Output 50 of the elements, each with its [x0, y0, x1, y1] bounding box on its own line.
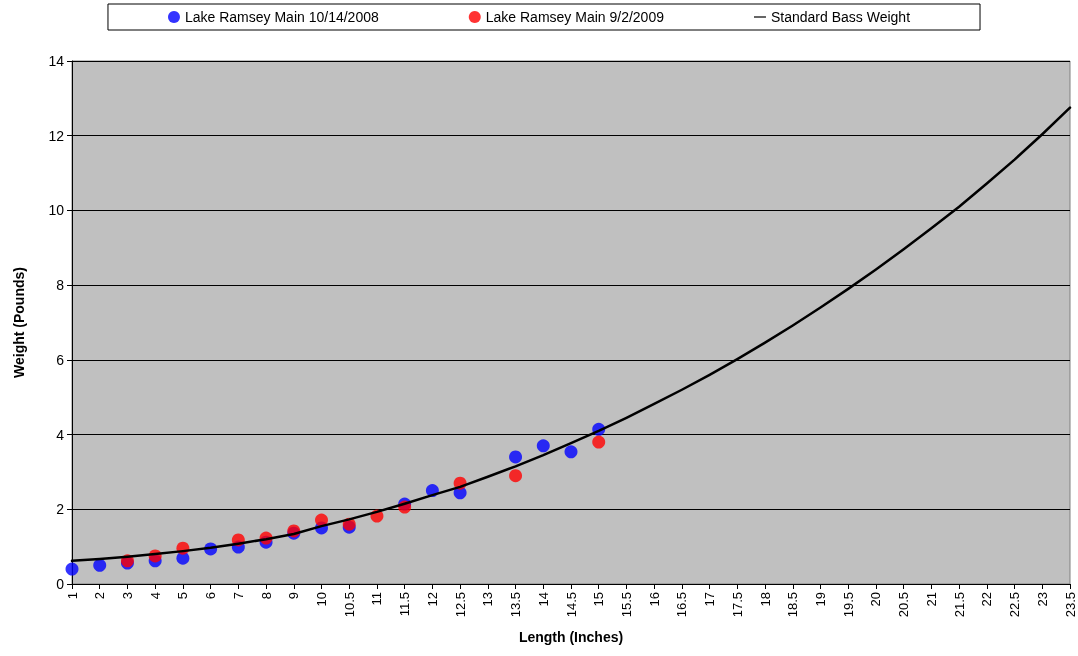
- x-tick-label: 19.5: [840, 592, 856, 618]
- x-tick-label: 10.5: [341, 592, 357, 618]
- x-tick-label: 11.5: [397, 592, 413, 617]
- x-tick-label: 12: [424, 592, 440, 607]
- x-tick-label: 12.5: [452, 592, 468, 618]
- x-tick-label: 17: [702, 592, 718, 607]
- x-tick-label: 20: [868, 592, 884, 607]
- x-tick-label: 13: [480, 592, 496, 607]
- y-tick-label: 10: [48, 202, 65, 219]
- x-tick-label: 6: [203, 592, 219, 600]
- x-tick-label: 23: [1034, 592, 1050, 607]
- x-tick-label: 16: [646, 592, 662, 607]
- legend-label: Standard Bass Weight: [770, 9, 911, 25]
- x-tick-label: 9: [286, 592, 302, 600]
- x-tick-label: 14: [535, 592, 551, 607]
- y-tick-label: 14: [48, 53, 65, 69]
- x-tick-label: 17.5: [729, 592, 745, 618]
- x-tick-label: 23.5: [1062, 592, 1078, 618]
- x-tick-label: 14.5: [563, 592, 579, 618]
- x-tick-label: 18: [757, 592, 773, 607]
- x-tick-label: 21.5: [951, 592, 967, 618]
- x-tick-label: 19: [813, 592, 828, 607]
- y-axis-title: Weight (Pounds): [11, 267, 27, 378]
- x-tick-label: 16.5: [674, 592, 690, 618]
- y-tick-label: 4: [56, 426, 65, 443]
- y-tick-label: 8: [56, 277, 65, 294]
- y-tick-label: 12: [48, 127, 65, 144]
- y-tick-label: 2: [56, 501, 65, 518]
- y-tick-label: 6: [56, 351, 65, 368]
- x-tick-label: 15: [591, 592, 607, 607]
- x-tick-label: 22.5: [1007, 592, 1023, 618]
- y-tick-label: 0: [56, 576, 65, 592]
- x-tick-label: 7: [230, 592, 246, 600]
- x-tick-label: 18.5: [785, 592, 801, 618]
- x-tick-label: 10: [314, 592, 329, 607]
- x-tick-label: 21: [923, 592, 939, 607]
- x-axis-title: Length (Inches): [518, 629, 624, 645]
- x-tick-label: 1: [64, 592, 80, 600]
- legend-label: Lake Ramsey Main 10/14/2008: [184, 9, 379, 25]
- legend-label: Lake Ramsey Main 9/2/2009: [485, 9, 665, 25]
- x-tick-label: 8: [258, 592, 274, 600]
- x-tick-label: 4: [147, 592, 163, 600]
- x-tick-label: 20.5: [896, 592, 912, 618]
- x-tick-label: 3: [119, 592, 135, 600]
- x-tick-label: 2: [92, 592, 108, 600]
- x-tick-label: 5: [175, 592, 191, 600]
- x-tick-label: 13.5: [508, 592, 524, 618]
- x-tick-label: 11: [369, 592, 385, 606]
- x-tick-label: 22: [979, 592, 995, 607]
- x-tick-label: 15.5: [618, 592, 634, 618]
